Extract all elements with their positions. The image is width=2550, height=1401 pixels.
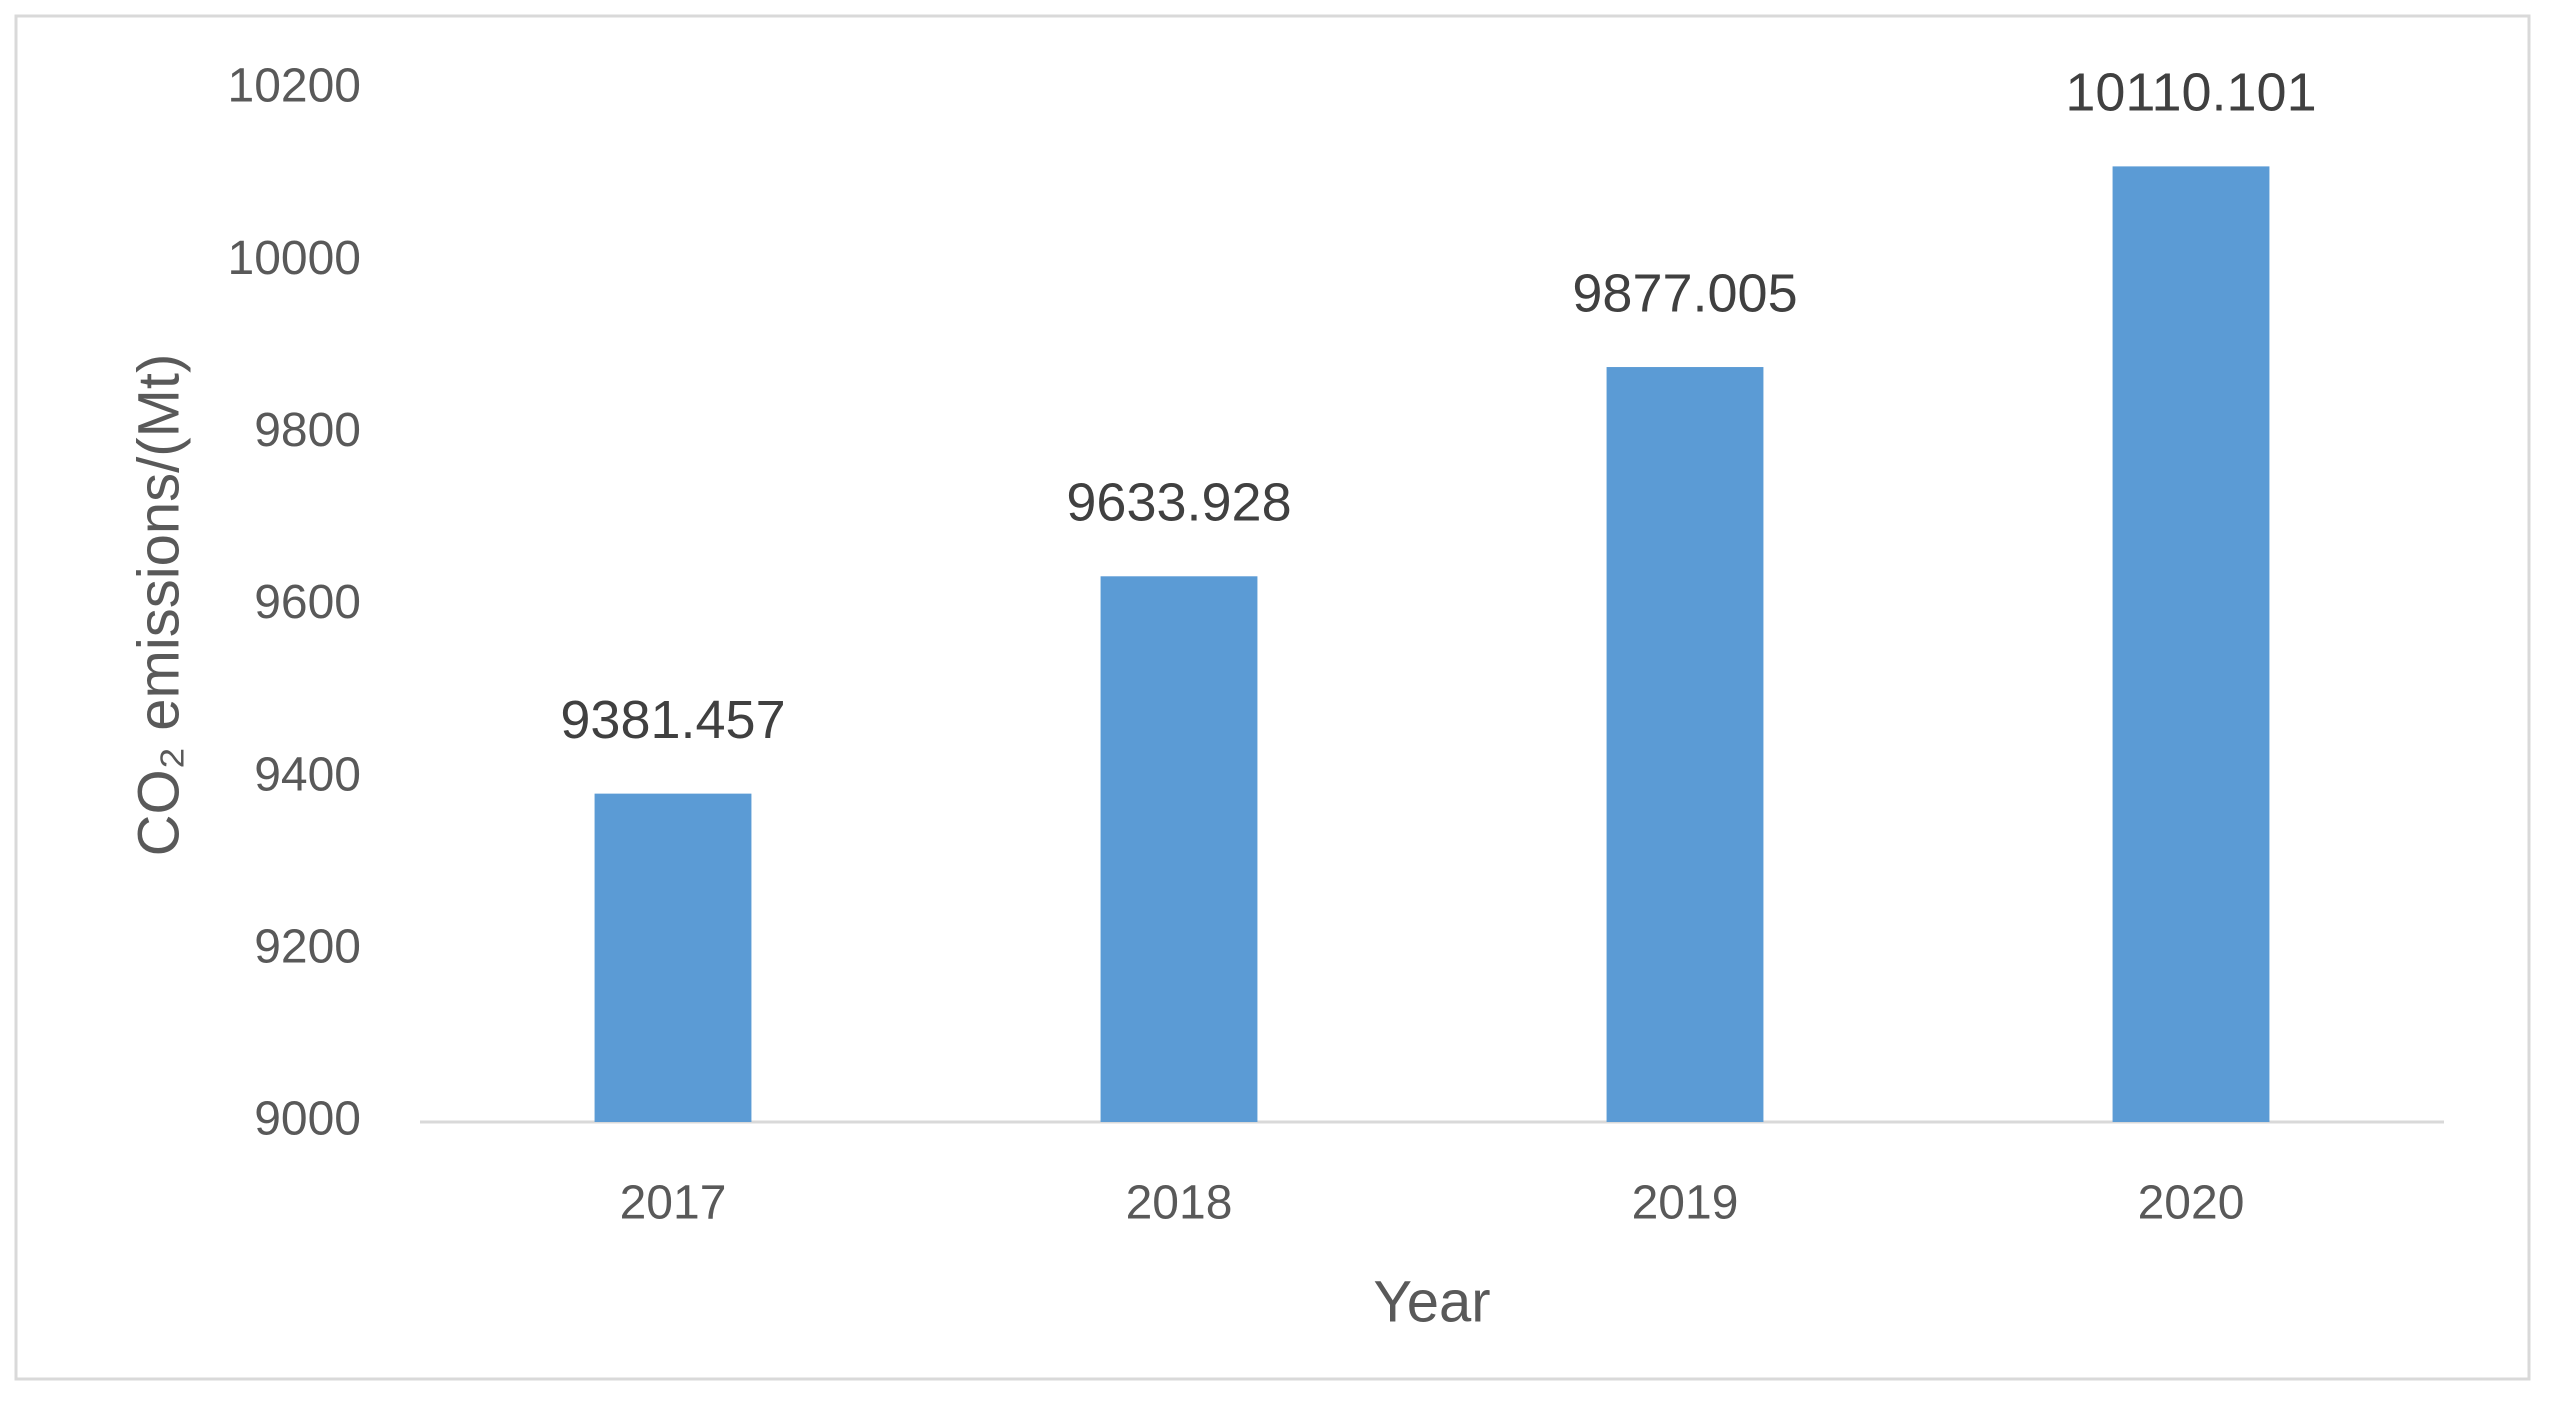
bar [1606,367,1764,1122]
value-label: 9877.005 [1572,263,1797,323]
value-label: 9633.928 [1066,473,1291,533]
y-tick-label: 9800 [254,404,361,457]
y-tick-label: 9400 [254,748,361,801]
y-tick-label: 9600 [254,576,361,629]
x-tick-label: 2017 [620,1177,727,1230]
y-tick-label: 9200 [254,921,361,974]
bar [594,793,752,1122]
y-tick-label: 10000 [228,232,361,285]
bar [1100,576,1258,1122]
value-label: 10110.101 [2065,63,2316,123]
x-tick-label: 2019 [1632,1177,1739,1230]
value-label: 9381.457 [560,690,785,750]
y-tick-label: 10200 [228,60,361,113]
y-axis-title: CO₂ emissions/(Mt) [126,354,191,857]
x-tick-label: 2020 [2138,1177,2245,1230]
x-tick-label: 2018 [1126,1177,1233,1230]
chart-border [14,14,2531,1381]
y-tick-label: 9000 [254,1093,361,1146]
bar [2112,166,2270,1122]
x-axis-title: Year [1373,1269,1490,1334]
